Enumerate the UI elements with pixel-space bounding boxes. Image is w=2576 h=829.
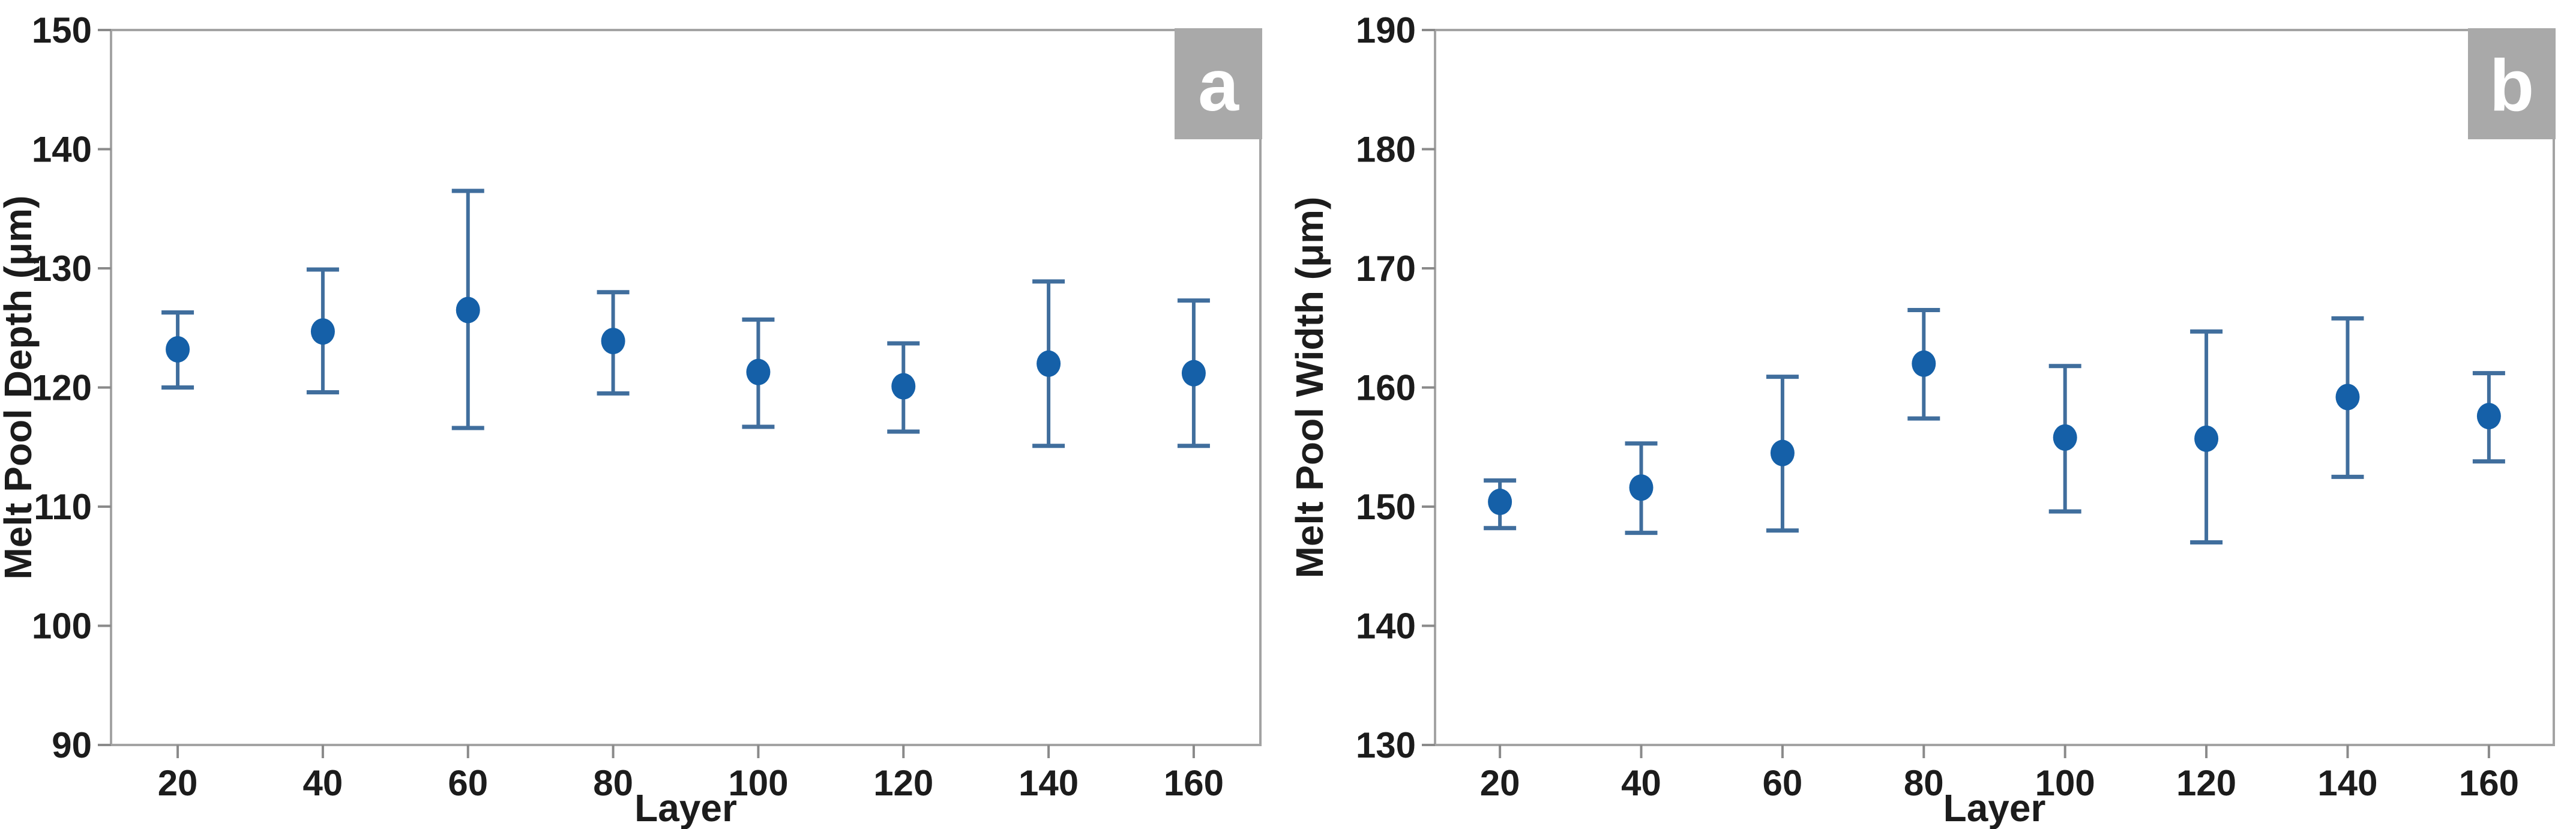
y-tick-label: 110 (34, 487, 92, 527)
data-point-marker (1488, 489, 1512, 516)
panel-badge-label: a (1198, 44, 1239, 126)
data-point-marker (746, 358, 771, 385)
y-axis-title: Melt Pool Depth (μm) (0, 196, 40, 580)
plot-border (110, 29, 1262, 746)
y-tick-label: 130 (1356, 725, 1416, 765)
y-tick-label: 140 (1356, 606, 1416, 647)
data-point-marker (166, 336, 190, 363)
x-axis-title: Layer (634, 786, 737, 829)
x-tick-label: 120 (2176, 763, 2236, 803)
data-point-marker (456, 297, 480, 324)
chart-panel-a: 90 100 110 120 130 140 150 20 40 60 80 100 120 140 160… (0, 10, 1262, 829)
y-tick-label: 180 (1356, 130, 1416, 170)
y-tick-label: 90 (52, 725, 92, 765)
chart-a-canvas: 90 100 110 120 130 140 150 20 40 60 80 100 120 140 160… (0, 10, 1262, 829)
data-point-marker (1912, 350, 1936, 377)
y-tick-label: 140 (32, 130, 92, 170)
data-point-marker (891, 373, 916, 400)
y-tick-label: 170 (1356, 249, 1416, 289)
data-point-marker (1037, 350, 1061, 377)
y-axis-title: Melt Pool Width (μm) (1288, 197, 1331, 579)
x-axis-title: Layer (1943, 786, 2046, 829)
chart-b-canvas: 130 140 150 160 170 180 190 20 40 60 80 100 120 140 16… (1288, 10, 2556, 829)
data-point-marker (1181, 360, 1206, 387)
x-tick-label: 40 (303, 763, 343, 803)
panel-badge (1175, 28, 1262, 139)
x-tick-label: 20 (158, 763, 198, 803)
data-point-marker (1629, 474, 1654, 501)
panel-badge-label: b (2490, 44, 2535, 126)
x-tick-label: 160 (1164, 763, 1224, 803)
y-tick-label: 130 (32, 249, 92, 289)
data-point-marker (1770, 439, 1795, 466)
chart-panel-b: 130 140 150 160 170 180 190 20 40 60 80 100 120 140 16… (1288, 0, 2576, 829)
x-tick-label: 20 (1480, 763, 1520, 803)
plot-border (1434, 29, 2555, 746)
y-tick-label: 150 (1356, 487, 1416, 527)
data-point-marker (2476, 403, 2501, 430)
x-tick-label: 80 (1904, 763, 1944, 803)
x-tick-label: 120 (873, 763, 933, 803)
panel-badge (2468, 28, 2556, 139)
y-tick-label: 150 (32, 10, 92, 50)
x-tick-label: 140 (1019, 763, 1079, 803)
data-point-marker (2053, 424, 2077, 451)
y-tick-label: 160 (1356, 368, 1416, 408)
data-point-marker (601, 328, 625, 355)
x-tick-label: 60 (448, 763, 488, 803)
y-tick-label: 190 (1356, 10, 1416, 50)
x-tick-label: 100 (728, 763, 788, 803)
x-tick-label: 80 (593, 763, 633, 803)
y-tick-label: 120 (32, 368, 92, 408)
x-tick-label: 160 (2459, 763, 2519, 803)
y-tick-label: 100 (32, 606, 92, 647)
data-point-marker (2194, 425, 2219, 452)
data-point-marker (2335, 384, 2360, 411)
x-tick-label: 40 (1621, 763, 1661, 803)
x-tick-label: 60 (1763, 763, 1803, 803)
x-tick-label: 100 (2035, 763, 2095, 803)
x-tick-label: 140 (2317, 763, 2377, 803)
data-point-marker (310, 318, 335, 345)
